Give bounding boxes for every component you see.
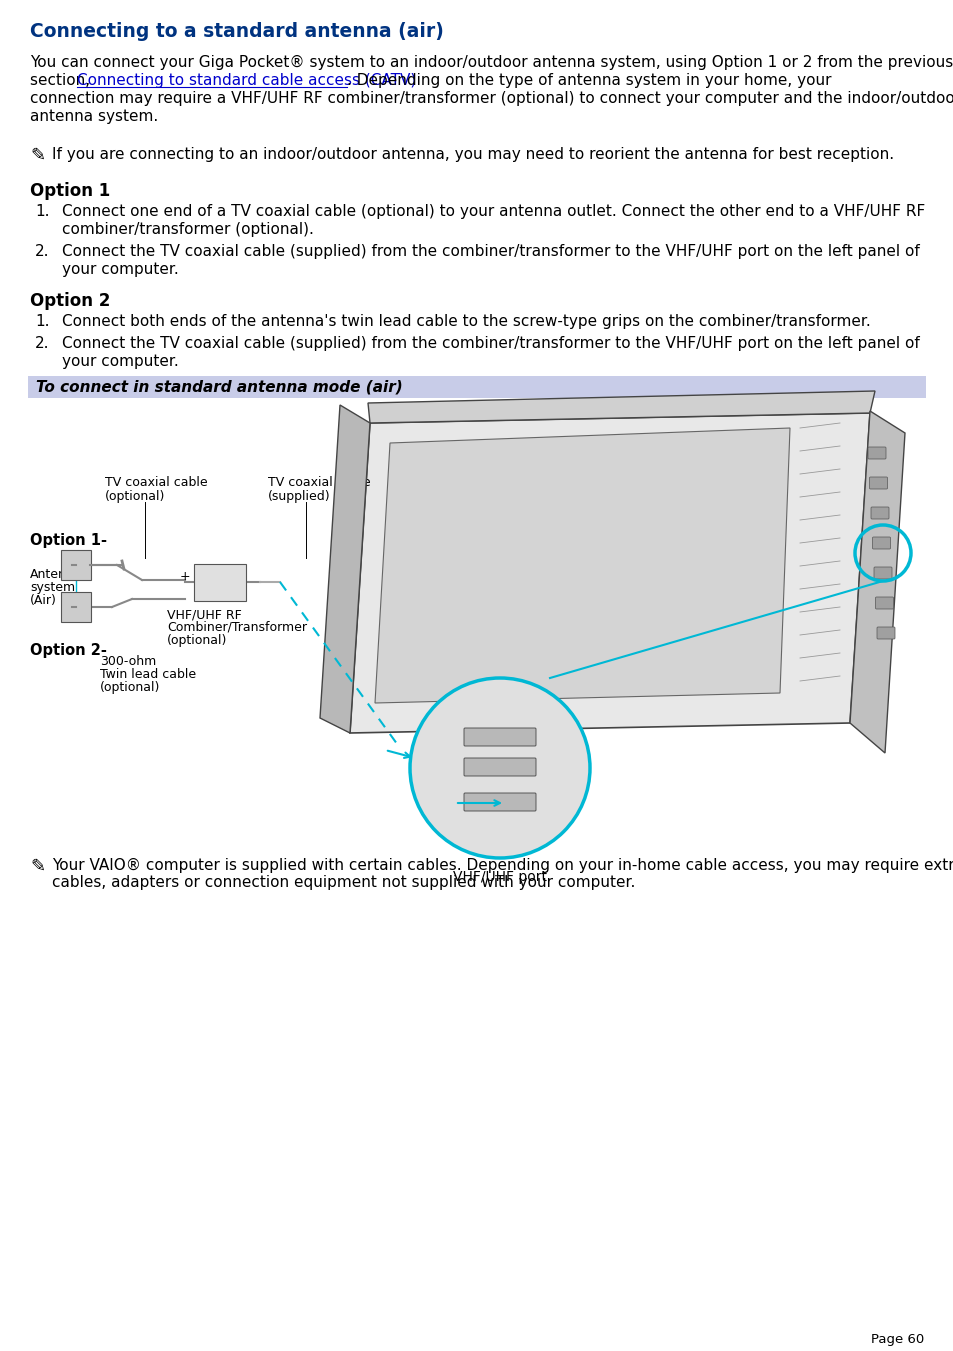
- Text: your computer.: your computer.: [62, 262, 178, 277]
- Text: 1.: 1.: [35, 313, 50, 330]
- Text: You can connect your Giga Pocket® system to an indoor/outdoor antenna system, us: You can connect your Giga Pocket® system…: [30, 55, 952, 70]
- FancyBboxPatch shape: [61, 592, 91, 621]
- Text: system: system: [30, 581, 75, 594]
- Text: Option 1-: Option 1-: [30, 534, 107, 549]
- Text: Connecting to standard cable access (CATV): Connecting to standard cable access (CAT…: [77, 73, 416, 88]
- Text: If you are connecting to an indoor/outdoor antenna, you may need to reorient the: If you are connecting to an indoor/outdo…: [52, 147, 893, 162]
- Text: Your VAIO® computer is supplied with certain cables. Depending on your in-home c: Your VAIO® computer is supplied with cer…: [52, 858, 953, 890]
- Text: To connect in standard antenna mode (air): To connect in standard antenna mode (air…: [36, 380, 402, 394]
- Text: Page 60: Page 60: [870, 1333, 923, 1346]
- Text: your computer.: your computer.: [62, 354, 178, 369]
- Text: (optional): (optional): [167, 634, 227, 647]
- Text: VHF/UHF port: VHF/UHF port: [453, 870, 546, 884]
- FancyBboxPatch shape: [873, 567, 891, 580]
- Polygon shape: [319, 405, 370, 734]
- Polygon shape: [368, 390, 874, 423]
- Text: Connecting to a standard antenna (air): Connecting to a standard antenna (air): [30, 22, 443, 41]
- Text: 2.: 2.: [35, 245, 50, 259]
- FancyBboxPatch shape: [867, 447, 885, 459]
- Text: connection may require a VHF/UHF RF combiner/transformer (optional) to connect y: connection may require a VHF/UHF RF comb…: [30, 91, 953, 105]
- Polygon shape: [350, 413, 869, 734]
- FancyBboxPatch shape: [61, 550, 91, 580]
- Text: 300-ohm: 300-ohm: [100, 655, 156, 667]
- Text: Option 2: Option 2: [30, 292, 111, 309]
- Text: (Air): (Air): [30, 594, 57, 607]
- Text: (optional): (optional): [100, 681, 160, 694]
- FancyBboxPatch shape: [463, 728, 536, 746]
- Text: Antenna: Antenna: [30, 567, 82, 581]
- Text: ✎: ✎: [30, 858, 45, 875]
- Text: +: +: [180, 570, 191, 584]
- Text: Connect one end of a TV coaxial cable (optional) to your antenna outlet. Connect: Connect one end of a TV coaxial cable (o…: [62, 204, 924, 219]
- Text: antenna system.: antenna system.: [30, 109, 158, 124]
- FancyBboxPatch shape: [870, 507, 888, 519]
- Polygon shape: [849, 411, 904, 753]
- Polygon shape: [424, 728, 559, 778]
- Text: 1.: 1.: [35, 204, 50, 219]
- FancyBboxPatch shape: [463, 793, 536, 811]
- FancyBboxPatch shape: [193, 563, 246, 601]
- Text: (optional): (optional): [105, 490, 165, 503]
- Text: Connect the TV coaxial cable (supplied) from the combiner/transformer to the VHF: Connect the TV coaxial cable (supplied) …: [62, 336, 919, 351]
- Text: (supplied): (supplied): [268, 490, 331, 503]
- Text: Combiner/Transformer: Combiner/Transformer: [167, 621, 307, 634]
- FancyBboxPatch shape: [463, 758, 536, 775]
- Text: TV coaxial cable: TV coaxial cable: [268, 476, 370, 489]
- FancyBboxPatch shape: [868, 477, 886, 489]
- Text: section,: section,: [30, 73, 95, 88]
- Text: ✎: ✎: [30, 147, 45, 165]
- Text: Connect the TV coaxial cable (supplied) from the combiner/transformer to the VHF: Connect the TV coaxial cable (supplied) …: [62, 245, 919, 259]
- Polygon shape: [375, 428, 789, 703]
- Text: 2.: 2.: [35, 336, 50, 351]
- Text: Option 2-: Option 2-: [30, 643, 107, 658]
- FancyBboxPatch shape: [872, 536, 889, 549]
- Text: Option 1: Option 1: [30, 182, 111, 200]
- Text: VHF/UHF RF: VHF/UHF RF: [167, 608, 241, 621]
- FancyBboxPatch shape: [28, 376, 925, 399]
- FancyBboxPatch shape: [876, 627, 894, 639]
- Text: Twin lead cable: Twin lead cable: [100, 667, 196, 681]
- Text: Connect both ends of the antenna's twin lead cable to the screw-type grips on th: Connect both ends of the antenna's twin …: [62, 313, 870, 330]
- Text: . Depending on the type of antenna system in your home, your: . Depending on the type of antenna syste…: [347, 73, 831, 88]
- Circle shape: [410, 678, 589, 858]
- FancyBboxPatch shape: [875, 597, 893, 609]
- Text: TV coaxial cable: TV coaxial cable: [105, 476, 208, 489]
- Text: combiner/transformer (optional).: combiner/transformer (optional).: [62, 222, 314, 236]
